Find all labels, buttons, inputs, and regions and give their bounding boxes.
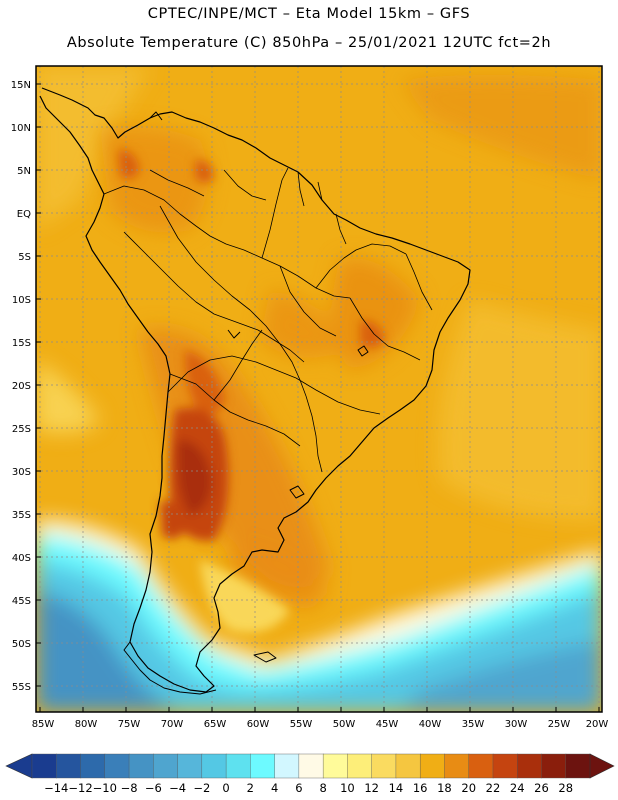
legend-swatch: [492, 753, 518, 779]
longitude-labels: 85W 80W 75W 70W 65W 60W 55W 50W 45W 40W …: [32, 719, 609, 730]
lat-label: 5N: [17, 166, 31, 177]
lat-label: 10N: [11, 123, 31, 134]
map-subtitle: Absolute Temperature (C) 850hPa – 25/01/…: [66, 35, 552, 51]
legend-swatch: [31, 753, 57, 779]
legend-swatch: [128, 753, 154, 779]
legend-label: −12: [68, 781, 92, 795]
lon-label: 30W: [505, 719, 528, 730]
legend-label: 2: [247, 781, 254, 795]
legend-swatch: [153, 753, 179, 779]
legend-swatch: [468, 753, 494, 779]
lat-label: 15S: [12, 338, 31, 349]
lat-label: EQ: [17, 209, 31, 220]
legend-label: −10: [93, 781, 117, 795]
lat-label: 25S: [12, 424, 31, 435]
legend-swatch: [56, 753, 82, 779]
legend-swatch: [395, 753, 421, 779]
legend-label: 8: [319, 781, 326, 795]
legend-swatch: [177, 753, 203, 779]
legend-swatch: [371, 753, 397, 779]
legend-swatch: [347, 753, 373, 779]
legend-swatch: [517, 753, 543, 779]
lat-label: 5S: [18, 252, 31, 263]
lon-label: 60W: [247, 719, 270, 730]
legend-swatch: [298, 753, 324, 779]
latitude-labels: 15N 10N 5N EQ 5S 10S 15S 20S 25S 30S 35S…: [11, 80, 31, 693]
axis-ticks: [36, 83, 600, 712]
lon-label: 40W: [419, 719, 442, 730]
legend-labels: −14 −12 −10 −8 −6 −4 −2 0 2 4 6 8 10 12 14 16 18 20 22 24 26…: [44, 781, 573, 795]
legend-label: 4: [271, 781, 278, 795]
lon-label: 85W: [32, 719, 55, 730]
legend-label: −2: [193, 781, 210, 795]
lat-label: 50S: [12, 639, 31, 650]
lat-label: 40S: [12, 553, 31, 564]
graticule: [36, 66, 602, 712]
legend-swatch: [225, 753, 251, 779]
lat-label: 35S: [12, 510, 31, 521]
legend-swatch: [274, 753, 300, 779]
legend-label: 24: [510, 781, 525, 795]
legend-swatch: [80, 753, 106, 779]
legend-swatch: [444, 753, 470, 779]
legend-label: 14: [389, 781, 404, 795]
lon-label: 65W: [204, 719, 227, 730]
lat-label: 20S: [12, 381, 31, 392]
legend-swatch: [565, 753, 591, 779]
legend-label: −4: [169, 781, 186, 795]
lon-label: 20W: [586, 719, 609, 730]
legend-label: 12: [364, 781, 379, 795]
legend-label: 10: [340, 781, 355, 795]
lat-label: 10S: [12, 295, 31, 306]
map-frame: [35, 65, 603, 713]
legend-label: −14: [44, 781, 68, 795]
legend-label: 18: [437, 781, 452, 795]
legend-label: 20: [461, 781, 476, 795]
legend-label: 22: [486, 781, 501, 795]
legend-label: 16: [413, 781, 428, 795]
coastlines: [39, 87, 471, 695]
temperature-field: [36, 66, 602, 712]
temperature-map: 15N 10N 5N EQ 5S 10S 15S 20S 25S 30S 35S…: [11, 65, 609, 730]
lon-label: 80W: [75, 719, 98, 730]
legend-label: −8: [121, 781, 138, 795]
legend-swatch: [104, 753, 130, 779]
lat-label: 45S: [12, 596, 31, 607]
lon-label: 75W: [118, 719, 141, 730]
lat-label: 30S: [12, 467, 31, 478]
lat-label: 55S: [12, 682, 31, 693]
legend-swatch: [250, 753, 276, 779]
legend-swatch: [201, 753, 227, 779]
lon-label: 50W: [333, 719, 356, 730]
legend-label: −6: [145, 781, 162, 795]
map-title: CPTEC/INPE/MCT – Eta Model 15km – GFS: [147, 6, 471, 22]
lon-label: 55W: [290, 719, 313, 730]
legend-swatch: [541, 753, 567, 779]
legend-arrow-low: [5, 753, 33, 779]
legend-label: 26: [534, 781, 549, 795]
lon-label: 25W: [548, 719, 571, 730]
legend-swatches: [5, 753, 615, 779]
lon-label: 35W: [462, 719, 485, 730]
legend-label: 0: [222, 781, 229, 795]
color-legend: −14 −12 −10 −8 −6 −4 −2 0 2 4 6 8 10 12 14 16 18 20 22 24 26…: [5, 753, 615, 795]
legend-arrow-high: [589, 753, 615, 779]
lon-label: 70W: [161, 719, 184, 730]
lat-label: 15N: [11, 80, 31, 91]
legend-swatch: [322, 753, 348, 779]
legend-label: 6: [295, 781, 302, 795]
legend-swatch: [419, 753, 446, 779]
legend-label: 28: [558, 781, 573, 795]
lon-label: 45W: [376, 719, 399, 730]
